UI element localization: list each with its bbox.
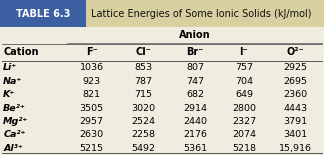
Text: Li⁺: Li⁺ xyxy=(3,63,17,72)
Text: Na⁺: Na⁺ xyxy=(3,77,23,86)
Text: I⁻: I⁻ xyxy=(239,47,248,57)
Text: 2176: 2176 xyxy=(183,130,207,139)
Text: 2327: 2327 xyxy=(232,117,256,126)
Text: 5218: 5218 xyxy=(232,144,256,153)
Text: 807: 807 xyxy=(186,63,204,72)
Text: 715: 715 xyxy=(134,90,152,99)
Text: 2925: 2925 xyxy=(284,63,307,72)
Text: 704: 704 xyxy=(235,77,253,86)
Text: Be²⁺: Be²⁺ xyxy=(3,104,26,113)
Text: F⁻: F⁻ xyxy=(86,47,98,57)
Text: 3505: 3505 xyxy=(80,104,104,113)
Text: 1036: 1036 xyxy=(80,63,104,72)
Text: Ca²⁺: Ca²⁺ xyxy=(3,130,26,139)
Bar xyxy=(0,27,324,155)
Text: Mg²⁺: Mg²⁺ xyxy=(3,117,29,126)
Text: 2914: 2914 xyxy=(183,104,207,113)
Text: 15,916: 15,916 xyxy=(279,144,312,153)
Text: 4443: 4443 xyxy=(284,104,307,113)
Text: 2800: 2800 xyxy=(232,104,256,113)
Text: Anion: Anion xyxy=(179,30,211,40)
Text: 649: 649 xyxy=(235,90,253,99)
Bar xyxy=(86,0,324,27)
Text: 3401: 3401 xyxy=(284,130,307,139)
Text: Cl⁻: Cl⁻ xyxy=(135,47,151,57)
Text: 2360: 2360 xyxy=(284,90,307,99)
Text: TABLE 6.3: TABLE 6.3 xyxy=(16,9,70,19)
Text: 2074: 2074 xyxy=(232,130,256,139)
Text: Br⁻: Br⁻ xyxy=(186,47,203,57)
Text: 2957: 2957 xyxy=(80,117,104,126)
Text: 5361: 5361 xyxy=(183,144,207,153)
Text: O²⁻: O²⁻ xyxy=(287,47,304,57)
Text: 821: 821 xyxy=(83,90,101,99)
Text: Al³⁺: Al³⁺ xyxy=(3,144,23,153)
Text: K⁺: K⁺ xyxy=(3,90,16,99)
Text: 5215: 5215 xyxy=(80,144,104,153)
Text: 787: 787 xyxy=(134,77,152,86)
Text: 923: 923 xyxy=(83,77,101,86)
Text: 2258: 2258 xyxy=(131,130,155,139)
Text: 747: 747 xyxy=(186,77,204,86)
Text: 3791: 3791 xyxy=(284,117,307,126)
Text: 682: 682 xyxy=(186,90,204,99)
Text: Lattice Energies of Some Ionic Solids (kJ/mol): Lattice Energies of Some Ionic Solids (k… xyxy=(91,9,311,19)
Bar xyxy=(0,0,86,27)
Text: 2695: 2695 xyxy=(284,77,307,86)
Text: 3020: 3020 xyxy=(131,104,156,113)
Text: Cation: Cation xyxy=(3,47,39,57)
Text: 2524: 2524 xyxy=(131,117,155,126)
Text: 853: 853 xyxy=(134,63,152,72)
Text: 2630: 2630 xyxy=(80,130,104,139)
Text: 5492: 5492 xyxy=(131,144,155,153)
Text: 757: 757 xyxy=(235,63,253,72)
Text: 2440: 2440 xyxy=(183,117,207,126)
